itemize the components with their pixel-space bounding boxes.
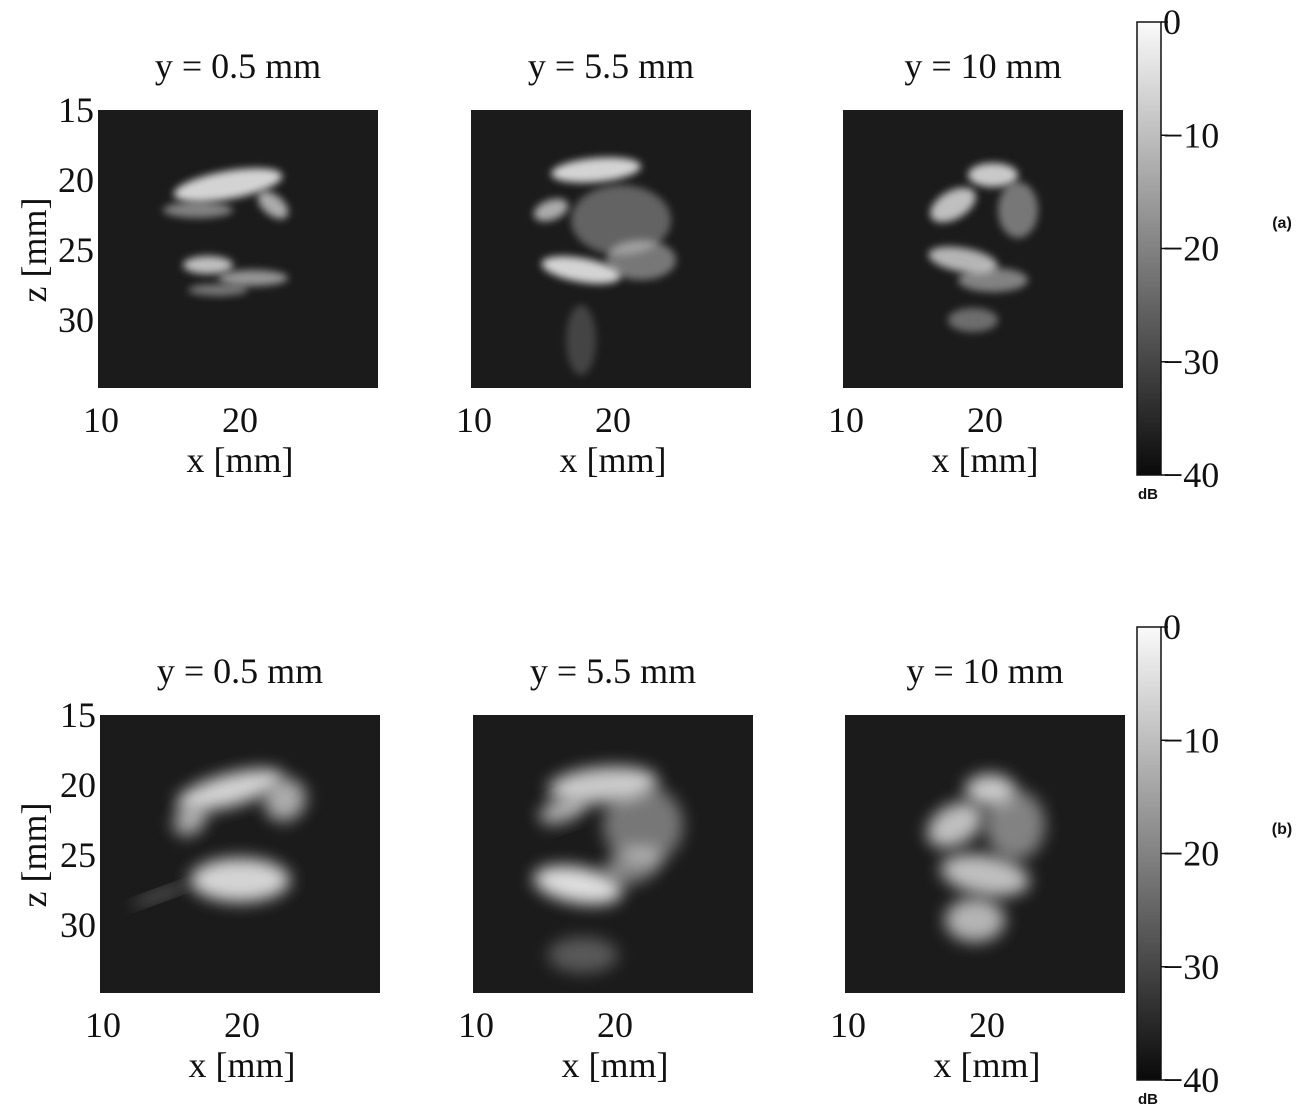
- x-tick-label: 20: [224, 1005, 260, 1045]
- image-panel: y = 5.5 mm 10 20x [mm]: [458, 651, 753, 1085]
- x-axis-label: x [mm]: [934, 1045, 1041, 1085]
- x-tick-label: 20: [222, 400, 258, 440]
- x-axis-label: x [mm]: [187, 440, 294, 480]
- echo-region: [968, 163, 1018, 187]
- echo-region: [183, 256, 233, 274]
- x-tick-label: 20: [595, 400, 631, 440]
- colorbar-tick-label: −30: [1163, 947, 1219, 987]
- image-panel: y = 10 mm 10 20x [mm]: [828, 46, 1123, 480]
- echo-region: [998, 182, 1038, 238]
- x-tick-label: 10: [830, 1005, 866, 1045]
- echo-region: [985, 790, 1045, 860]
- colorbar-tick-label: −30: [1163, 342, 1219, 382]
- z-axis-label: z [mm]: [14, 198, 54, 303]
- echo-region: [163, 202, 233, 218]
- z-tick-label: 30: [58, 300, 94, 340]
- image-panel: y = 10 mm 10 20x [mm]: [830, 651, 1125, 1085]
- colorbar-tick-label: −20: [1163, 834, 1219, 874]
- echo-region: [566, 305, 596, 375]
- z-tick-label: 20: [58, 160, 94, 200]
- x-tick-label: 10: [456, 400, 492, 440]
- colorbar: [1137, 627, 1161, 1080]
- image-panel: y = 0.5 mm 10 20x [mm]: [85, 651, 380, 1085]
- echo-region: [190, 858, 290, 902]
- echo-region: [188, 284, 248, 296]
- figure: y = 0.5 mm1020x [mm]y = 5.5 mm1020x [mm]…: [0, 0, 1311, 1109]
- panel-title: y = 10 mm: [906, 651, 1063, 691]
- image-panel: y = 5.5 mm 10 20x [mm]: [456, 46, 751, 480]
- x-axis-label: x [mm]: [932, 440, 1039, 480]
- echo-region: [218, 270, 288, 286]
- x-axis-label: x [mm]: [189, 1045, 296, 1085]
- colorbar-tick-label: 0: [1163, 2, 1181, 42]
- x-tick-label: 20: [969, 1005, 1005, 1045]
- z-tick-label: 25: [60, 835, 96, 875]
- panel-title: y = 0.5 mm: [155, 46, 321, 86]
- colorbar-tick-label: −10: [1163, 115, 1219, 155]
- x-axis-label: x [mm]: [562, 1045, 669, 1085]
- echo-region: [606, 240, 676, 280]
- colorbar-tick-label: 0: [1163, 607, 1181, 647]
- colorbar-tick-label: −40: [1163, 455, 1219, 495]
- x-axis-label: x [mm]: [560, 440, 667, 480]
- figure-label: (b): [1272, 821, 1292, 838]
- z-tick-label: 25: [58, 230, 94, 270]
- x-tick-label: 10: [85, 1005, 121, 1045]
- echo-region: [958, 268, 1028, 292]
- x-tick-label: 10: [83, 400, 119, 440]
- colorbar: [1137, 22, 1161, 475]
- image-background: [98, 110, 378, 388]
- echo-region: [548, 937, 618, 973]
- image-background: [845, 715, 1125, 993]
- z-tick-label: 15: [58, 90, 94, 130]
- z-axis-label: z [mm]: [14, 803, 54, 908]
- panel-title: y = 0.5 mm: [157, 651, 323, 691]
- panel-title: y = 5.5 mm: [528, 46, 694, 86]
- figure-label: (a): [1272, 215, 1292, 232]
- panel-title: y = 5.5 mm: [530, 651, 696, 691]
- colorbar-tick-label: −10: [1163, 720, 1219, 760]
- z-tick-label: 30: [60, 905, 96, 945]
- x-tick-label: 20: [967, 400, 1003, 440]
- panel-title: y = 10 mm: [904, 46, 1061, 86]
- echo-region: [945, 898, 1005, 942]
- colorbar-unit: dB: [1138, 1091, 1158, 1108]
- z-tick-label: 15: [60, 695, 96, 735]
- image-background: [100, 715, 380, 993]
- colorbar-tick-label: −20: [1163, 229, 1219, 269]
- colorbar-tick-label: −40: [1163, 1060, 1219, 1100]
- echo-region: [948, 308, 998, 332]
- image-background: [843, 110, 1123, 388]
- z-tick-label: 20: [60, 765, 96, 805]
- colorbar-unit: dB: [1138, 486, 1158, 503]
- x-tick-label: 10: [828, 400, 864, 440]
- x-tick-label: 10: [458, 1005, 494, 1045]
- image-panel: y = 0.5 mm 10 20x [mm]: [83, 46, 378, 480]
- x-tick-label: 20: [597, 1005, 633, 1045]
